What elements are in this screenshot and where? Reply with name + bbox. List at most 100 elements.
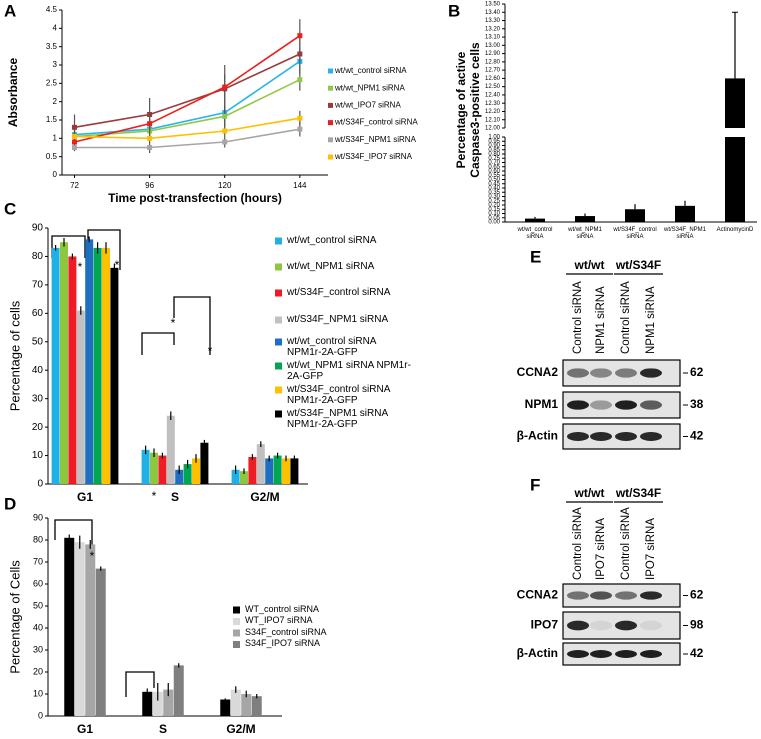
- y-tick-label: 12.10: [485, 117, 501, 123]
- y-tick-label: 12.00: [485, 126, 501, 132]
- blot-band: [590, 591, 612, 600]
- blot-band: [590, 432, 612, 441]
- y-tick-label: 0.65: [488, 164, 500, 170]
- bar: [173, 665, 184, 716]
- x-tick-label: 72: [70, 181, 79, 190]
- x-tick-label: S: [171, 490, 179, 504]
- legend-label: wt/S34F_control siRNA: [334, 118, 418, 127]
- y-tick-label: 0.90: [488, 143, 500, 149]
- bar: [192, 458, 200, 484]
- y-tick-label: 60: [33, 578, 43, 588]
- bar: [290, 458, 299, 484]
- bar: [150, 452, 158, 484]
- bar: [265, 458, 274, 484]
- bar: [76, 310, 85, 484]
- row-label: CCNA2: [517, 365, 559, 379]
- blot-band: [567, 620, 589, 631]
- bar: [248, 456, 257, 484]
- lane-label: IPO7 siRNA: [645, 518, 657, 580]
- y-tick-label: 20: [33, 666, 43, 676]
- blot-band: [590, 620, 612, 631]
- series-line: [74, 117, 300, 140]
- bar: [200, 442, 209, 484]
- y-tick-label: 10: [33, 688, 43, 698]
- legend-marker: [233, 641, 240, 648]
- significance-mark: *: [152, 489, 157, 503]
- y-tick-label: 0.35: [488, 190, 500, 196]
- blot-band: [590, 400, 612, 410]
- size-marker: 98: [690, 618, 704, 632]
- blot-band: [615, 400, 637, 410]
- legend-label: wt/wt_NPM1 siRNA NPM1r-2A-GFP: [287, 360, 411, 382]
- panel-letter: D: [4, 494, 16, 513]
- y-tick-label: 13.30: [485, 18, 501, 24]
- y-tick-label: 60: [32, 308, 44, 319]
- lane-label: NPM1 siRNA: [595, 286, 607, 354]
- blot-band: [640, 620, 662, 631]
- legend-marker: [328, 102, 333, 108]
- y-axis-title: Caspase3-positive cells: [468, 42, 482, 178]
- legend-label: wt/S34F_control siRNA: [287, 287, 391, 298]
- blot-band: [567, 591, 589, 600]
- legend-label: WT_IPO7 siRNA: [245, 615, 313, 626]
- y-tick-label: 50: [32, 336, 44, 347]
- y-tick-label: 0.60: [488, 169, 500, 175]
- y-tick-label: 90: [32, 223, 44, 234]
- legend-marker: [328, 137, 333, 143]
- bar: [241, 694, 252, 716]
- y-tick-label: 1: [53, 133, 58, 142]
- blot-band: [590, 650, 612, 658]
- legend-marker: [275, 362, 282, 370]
- blot-band: [567, 400, 589, 410]
- bar: [525, 218, 545, 222]
- y-tick-label: 0.05: [488, 215, 500, 221]
- panel-letter: A: [4, 1, 16, 20]
- point: [297, 51, 303, 57]
- x-tick-label: S: [159, 722, 167, 736]
- legend-label: wt/S34F_control siRNA NPM1r-2A-GFP: [287, 384, 390, 406]
- x-tick-label: 120: [218, 181, 232, 190]
- point: [147, 135, 153, 141]
- blot-band: [615, 432, 637, 441]
- y-tick-label: 0.80: [488, 152, 500, 158]
- panel-letter: E: [530, 247, 541, 266]
- legend-label: wt/S34F_NPM1 siRNA: [287, 314, 389, 325]
- blot-band: [567, 650, 589, 658]
- legend-label: wt/S34F_NPM1 siRNA NPM1r-2A-GFP: [287, 408, 388, 430]
- bracket: [54, 519, 93, 548]
- y-tick-label: 13.50: [485, 2, 501, 8]
- series-line: [74, 60, 301, 136]
- x-tick-label: 96: [145, 181, 154, 190]
- y-axis-title: Percentage of cells: [7, 300, 22, 411]
- bar: [141, 449, 150, 484]
- y-tick-label: 2.5: [46, 78, 58, 87]
- point: [147, 121, 153, 127]
- y-tick-label: 0.50: [488, 177, 500, 183]
- y-tick-label: 30: [32, 393, 44, 404]
- x-tick-label: wt/S34F_control siRNA: [613, 227, 657, 240]
- size-marker: 62: [690, 588, 704, 602]
- bar: [85, 239, 94, 484]
- bar: [102, 247, 110, 484]
- blot-band: [640, 400, 662, 410]
- y-tick-label: 12.90: [485, 51, 501, 57]
- bar: [230, 689, 241, 716]
- blot-band: [590, 368, 612, 378]
- y-tick-label: 12.60: [485, 76, 501, 82]
- legend-label: WT_control siRNA: [245, 603, 320, 614]
- bar: [231, 469, 240, 484]
- x-tick-label: G2/M: [226, 722, 255, 736]
- legend-marker: [328, 120, 333, 126]
- bar: [64, 537, 75, 716]
- y-tick-label: 13.10: [485, 35, 501, 41]
- x-tick-label: wt/wt_control siRNA: [517, 227, 553, 240]
- y-tick-label: 0.70: [488, 160, 500, 166]
- y-tick-label: 0.00: [488, 220, 500, 226]
- y-tick-label: 12.70: [485, 68, 501, 74]
- y-tick-label: 3: [53, 60, 58, 69]
- significance-mark: *: [208, 344, 213, 358]
- legend-label: S34F_control siRNA: [245, 626, 327, 637]
- legend-label: wt/S34F_IPO7 siRNA: [334, 152, 413, 161]
- bar: [725, 78, 745, 128]
